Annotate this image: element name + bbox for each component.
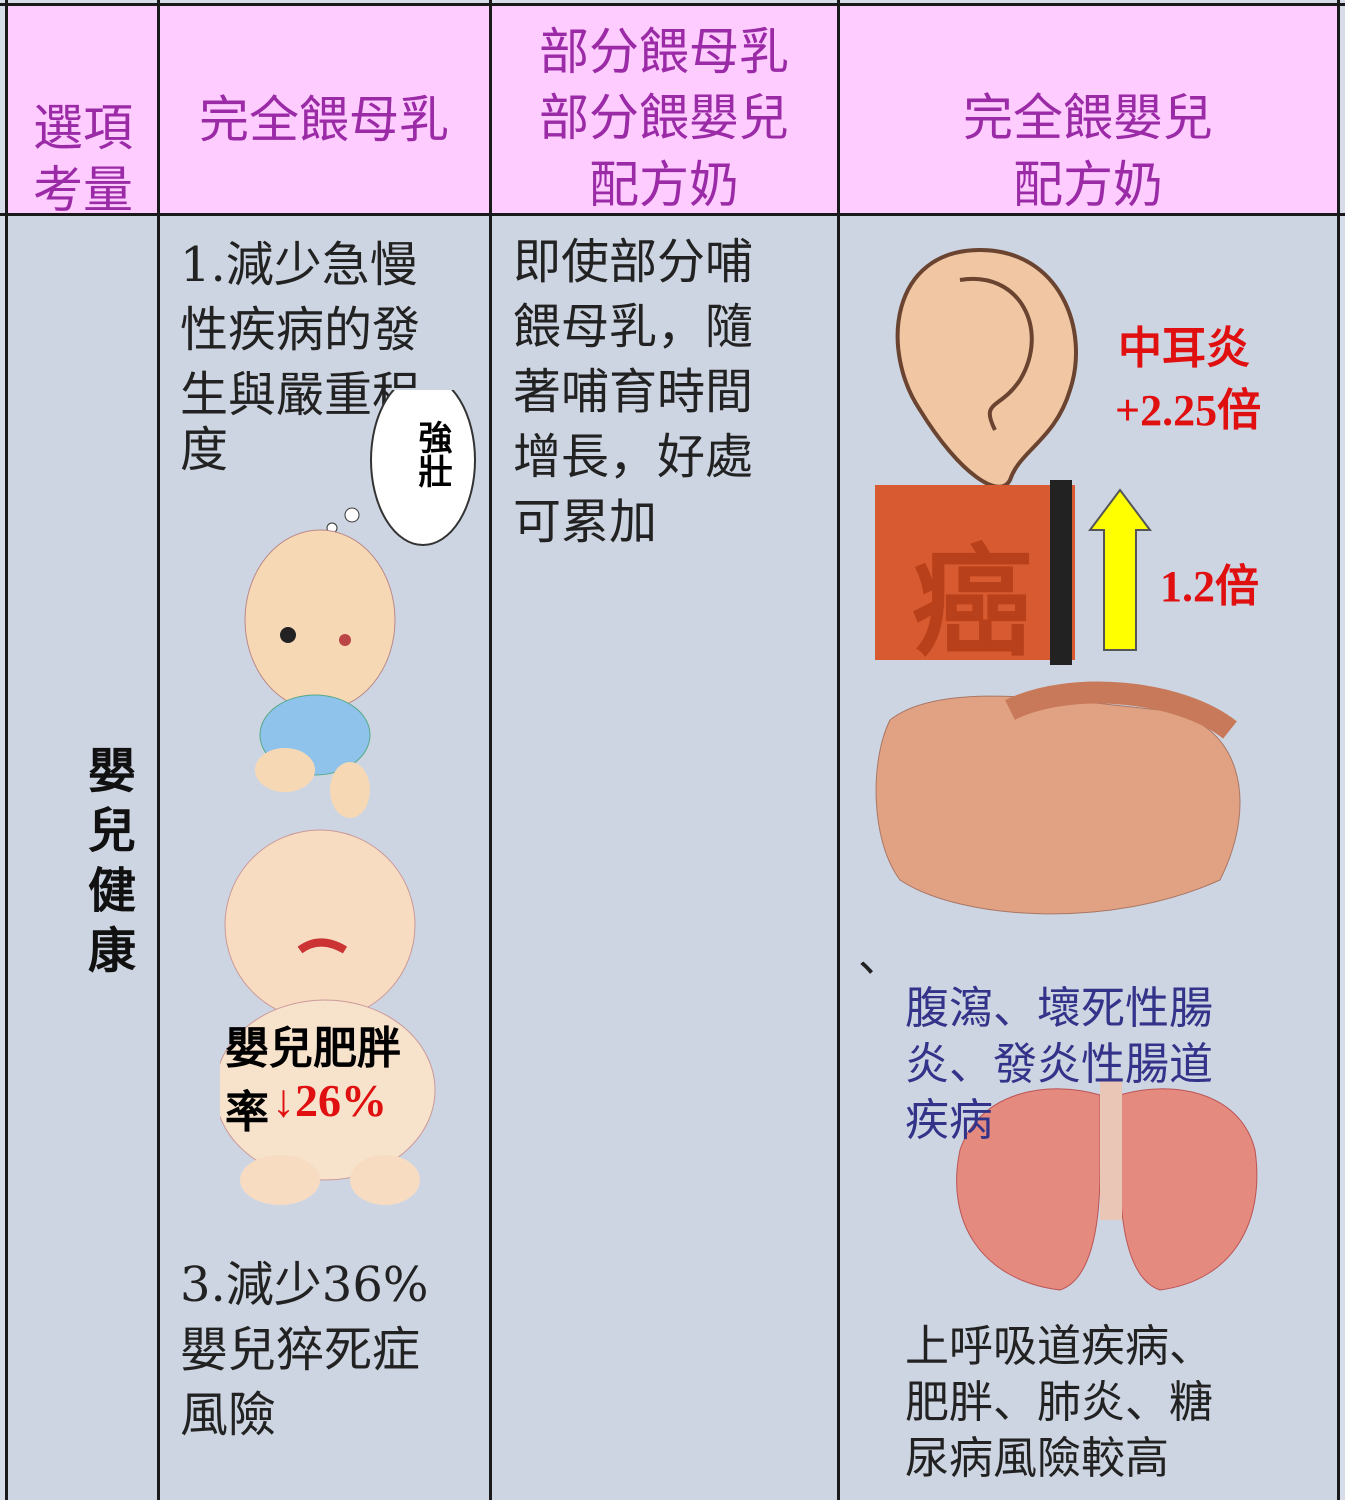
body-text: 風險 bbox=[180, 1387, 277, 1443]
header-text: 考量 bbox=[33, 161, 133, 219]
header-text: 完全餵母乳 bbox=[199, 91, 449, 149]
border bbox=[0, 3, 1345, 6]
risk-text: 尿病風險較高 bbox=[905, 1433, 1169, 1484]
body-text: 即使部分哺 bbox=[513, 234, 754, 290]
header-text: 部分餵嬰兒 bbox=[539, 89, 789, 147]
body-text: 餵母乳，隨 bbox=[513, 299, 754, 355]
border bbox=[157, 0, 160, 1500]
body-text: 1.減少急慢 bbox=[180, 237, 418, 293]
otitis-risk: +2.25倍 bbox=[1115, 386, 1262, 435]
organ-illustrations bbox=[875, 247, 1258, 1291]
body-text: 可累加 bbox=[513, 494, 658, 550]
gut-text: 腹瀉、壞死性腸 bbox=[905, 983, 1213, 1034]
baby-illustrations bbox=[220, 390, 476, 1205]
body-text: 度 bbox=[180, 422, 229, 478]
body-text: 嬰兒猝死症 bbox=[180, 1322, 421, 1378]
obesity-label: 嬰兒肥胖 bbox=[225, 1023, 401, 1074]
body-text: 性疾病的發 bbox=[180, 302, 421, 358]
border bbox=[489, 0, 492, 1500]
border bbox=[1337, 0, 1340, 1500]
header-bg bbox=[8, 5, 1337, 215]
border bbox=[837, 0, 840, 1500]
punctuation: 、 bbox=[858, 931, 902, 982]
cancer-icon: 癌 bbox=[912, 534, 1032, 673]
row-label: 嬰兒健康 bbox=[79, 745, 135, 985]
header-text: 完全餵嬰兒 bbox=[963, 89, 1213, 147]
header-text: 選項 bbox=[33, 99, 133, 157]
cancer-risk: 1.2倍 bbox=[1160, 562, 1259, 611]
body-text: 著哺育時間 bbox=[513, 364, 754, 420]
gut-text: 疾病 bbox=[905, 1095, 993, 1146]
header-text: 配方奶 bbox=[589, 156, 739, 214]
obesity-label: 率 bbox=[225, 1087, 269, 1138]
header-text: 部分餵母乳 bbox=[539, 23, 789, 81]
obesity-change: ↓26% bbox=[272, 1075, 387, 1126]
body-text: 增長，好處 bbox=[513, 429, 754, 485]
border bbox=[0, 213, 1345, 216]
border bbox=[5, 0, 8, 1500]
body-text: 3.減少36% bbox=[180, 1257, 429, 1313]
otitis-label: 中耳炎 bbox=[1118, 323, 1250, 374]
gut-text: 炎、發炎性腸道 bbox=[905, 1039, 1213, 1090]
risk-text: 上呼吸道疾病、 bbox=[905, 1321, 1213, 1372]
risk-text: 肥胖、肺炎、糖 bbox=[905, 1377, 1213, 1428]
bubble-text: 強壯 bbox=[412, 420, 452, 488]
header-text: 配方奶 bbox=[1013, 156, 1163, 214]
